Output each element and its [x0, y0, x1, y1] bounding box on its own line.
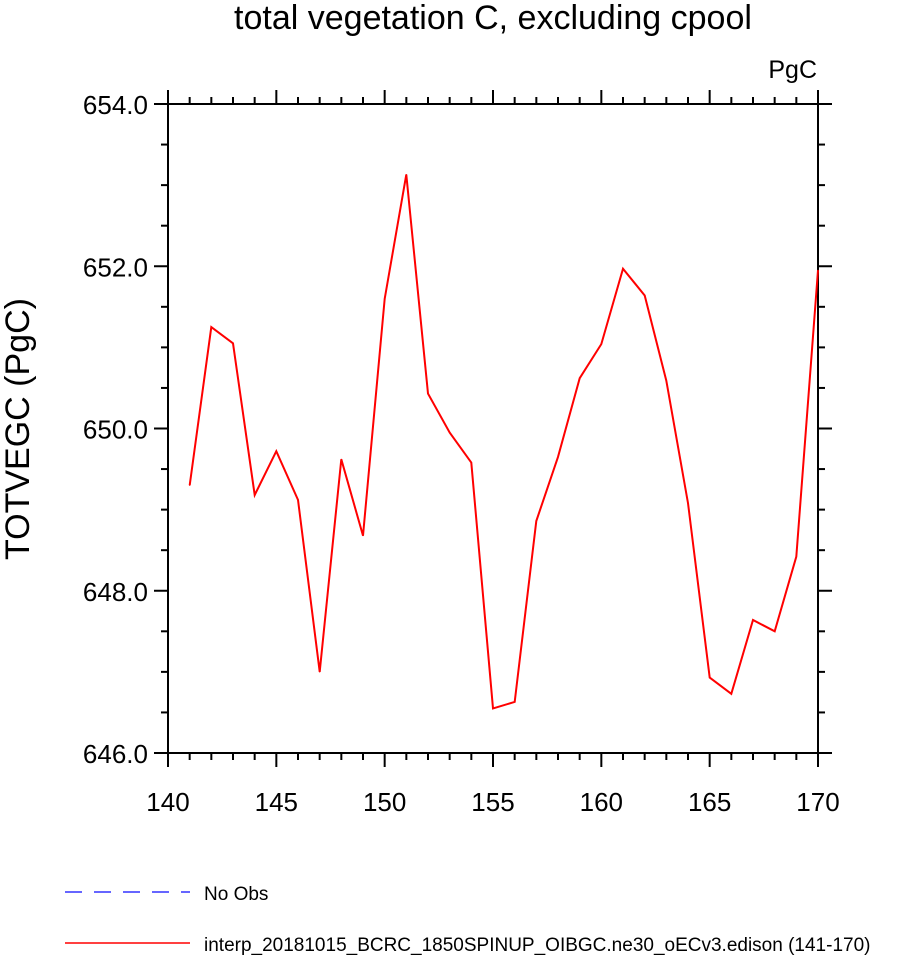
plot-border [167, 103, 819, 754]
x-tick-label: 145 [255, 787, 298, 817]
chart-title: total vegetation C, excluding cpool [234, 0, 752, 37]
data-point [795, 556, 797, 558]
data-point [622, 268, 624, 270]
x-tick-label: 170 [796, 787, 839, 817]
data-point [817, 269, 819, 271]
data-point [427, 393, 429, 395]
data-point [449, 431, 451, 434]
data-point [492, 707, 494, 709]
y-tick-label: 654.0 [83, 90, 148, 120]
data-point [210, 326, 212, 328]
y-axis: 646.0 648.0 650.0 652.0 654.0 [83, 90, 832, 769]
x-axis: 140 145 150 155 160 165 170 [146, 90, 840, 817]
data-point [189, 484, 191, 486]
x-tick-label: 165 [688, 787, 731, 817]
data-point [470, 461, 472, 464]
data-point [644, 294, 646, 297]
data-point [319, 671, 321, 673]
data-point [405, 173, 407, 176]
series-line [188, 174, 819, 710]
data-point [774, 630, 776, 632]
data-point [254, 494, 256, 496]
data-point [535, 520, 537, 522]
data-point [297, 499, 299, 501]
y-tick-label: 650.0 [83, 415, 148, 445]
data-point [362, 534, 364, 537]
data-point [232, 342, 234, 344]
data-point [557, 456, 559, 458]
data-point [579, 377, 581, 379]
data-point [340, 458, 342, 460]
data-point [752, 619, 754, 621]
data-point [709, 676, 711, 679]
y-axis-label: TOTVEGC (PgC) [0, 298, 37, 560]
data-point [665, 380, 667, 382]
data-point [275, 450, 277, 452]
legend: No Obs interp_20181015_BCRC_1850SPINUP_OI… [65, 884, 870, 956]
x-tick-label: 160 [580, 787, 623, 817]
legend-label: interp_20181015_BCRC_1850SPINUP_OIBGC.ne… [204, 935, 870, 956]
data-point [600, 343, 602, 345]
y-tick-label: 648.0 [83, 577, 148, 607]
y-tick-label: 646.0 [83, 739, 148, 769]
data-point [687, 502, 689, 504]
x-tick-label: 140 [146, 787, 189, 817]
data-point [384, 298, 386, 300]
x-tick-label: 150 [363, 787, 406, 817]
units-label: PgC [768, 56, 817, 84]
data-point [730, 693, 732, 695]
x-tick-label: 155 [471, 787, 514, 817]
y-tick-label: 652.0 [83, 252, 148, 282]
series-layer [188, 173, 819, 710]
data-point [514, 701, 516, 703]
legend-label: No Obs [204, 884, 268, 905]
plot-frame [167, 103, 819, 754]
